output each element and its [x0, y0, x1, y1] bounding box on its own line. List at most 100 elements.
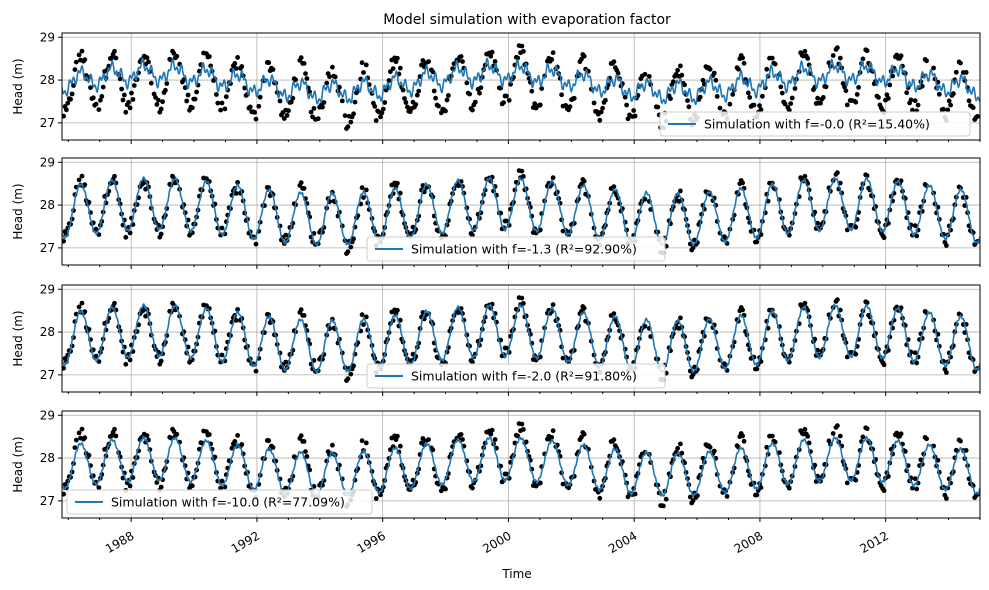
observation-point [521, 301, 526, 306]
observation-point [146, 59, 151, 65]
observation-point [345, 249, 351, 255]
observation-point [229, 445, 235, 451]
observation-point [189, 105, 195, 111]
observation-point [675, 67, 680, 73]
observation-point [380, 106, 386, 112]
observation-point [730, 92, 736, 97]
observation-point [127, 357, 133, 363]
legend-label: Simulation with f=-2.0 (R²=91.80%) [411, 369, 637, 384]
observation-point [945, 107, 951, 113]
observation-point [266, 60, 272, 66]
observation-point [597, 495, 603, 501]
observation-point [679, 72, 685, 78]
observation-point [519, 43, 525, 49]
observation-point [842, 84, 847, 90]
observation-point [898, 53, 904, 59]
observation-point [320, 104, 325, 110]
observation-point [624, 102, 629, 108]
observation-point [351, 236, 356, 242]
observation-point [915, 102, 921, 108]
observation-point [717, 105, 723, 111]
observation-point [625, 116, 631, 122]
y-tick-label: 29 [40, 30, 55, 44]
observation-point [678, 441, 683, 447]
observation-point [966, 98, 972, 104]
observation-point [611, 311, 617, 317]
observation-point [830, 53, 836, 58]
observation-point [853, 351, 859, 357]
legend-box [659, 111, 971, 137]
observation-point [431, 88, 437, 94]
x-tick-label: 2004 [606, 529, 639, 556]
observation-point [912, 350, 918, 356]
observation-point [488, 53, 494, 59]
legend-label: Simulation with f=-0.0 (R²=15.40%) [704, 117, 930, 132]
observation-point [837, 55, 843, 61]
observation-point [890, 73, 895, 79]
observation-point [99, 94, 105, 99]
observation-point [395, 307, 400, 313]
observation-point [740, 307, 745, 313]
observation-point [330, 64, 335, 70]
simulation-line [62, 176, 980, 248]
observation-point [171, 51, 177, 56]
observation-point [148, 80, 154, 86]
observation-point [835, 423, 840, 429]
observation-point [661, 503, 666, 509]
legend: Simulation with f=-0.0 (R²=15.40%) [659, 111, 971, 137]
observation-point [218, 107, 224, 113]
observation-point [760, 93, 765, 99]
x-tick-label: 1992 [229, 529, 262, 556]
observation-point [112, 426, 117, 432]
observation-point [975, 114, 980, 119]
observation-point [521, 427, 526, 432]
observation-point [359, 312, 365, 318]
observation-point [912, 223, 918, 229]
observation-point [835, 45, 840, 51]
legend-label: Simulation with f=-10.0 (R²=77.09%) [111, 495, 345, 510]
observation-point [936, 91, 942, 97]
observation-point [711, 70, 717, 76]
observation-point [789, 95, 795, 101]
observation-point [301, 186, 307, 191]
observation-point [843, 88, 849, 94]
observation-point [402, 96, 407, 101]
observation-point [253, 116, 259, 122]
observation-point [400, 87, 406, 93]
observation-point [266, 438, 272, 444]
observation-point [361, 195, 366, 200]
observation-point [707, 444, 713, 450]
observation-point [881, 235, 887, 241]
observation-point [332, 74, 338, 80]
observation-point [348, 119, 354, 125]
observation-point [519, 168, 525, 174]
observation-point [416, 88, 422, 94]
observation-point [924, 58, 929, 64]
panel-4: 27 28 29 Head (m) Simulation with f=-10.0 (R… [11, 408, 981, 522]
observation-point [537, 102, 543, 108]
observation-point [741, 60, 747, 66]
observation-point [348, 244, 354, 250]
observation-point [908, 97, 914, 103]
observation-point [581, 178, 587, 184]
observation-point [235, 433, 241, 438]
observation-point [603, 97, 608, 103]
observation-point [864, 48, 870, 54]
observation-point [181, 77, 187, 83]
observation-point [860, 434, 866, 440]
observation-point [82, 57, 88, 63]
observation-point [113, 55, 119, 61]
observation-point [405, 104, 410, 110]
observation-point [158, 358, 164, 364]
observation-point [112, 300, 117, 306]
observation-point [76, 52, 82, 58]
observation-point [359, 60, 365, 66]
observation-point [663, 496, 669, 502]
axes-frame [61, 284, 981, 393]
observation-point [887, 82, 893, 88]
observation-point [192, 96, 198, 102]
observation-point [113, 433, 119, 439]
observation-point [363, 440, 369, 446]
observation-point [792, 86, 798, 91]
observation-point [884, 92, 890, 98]
